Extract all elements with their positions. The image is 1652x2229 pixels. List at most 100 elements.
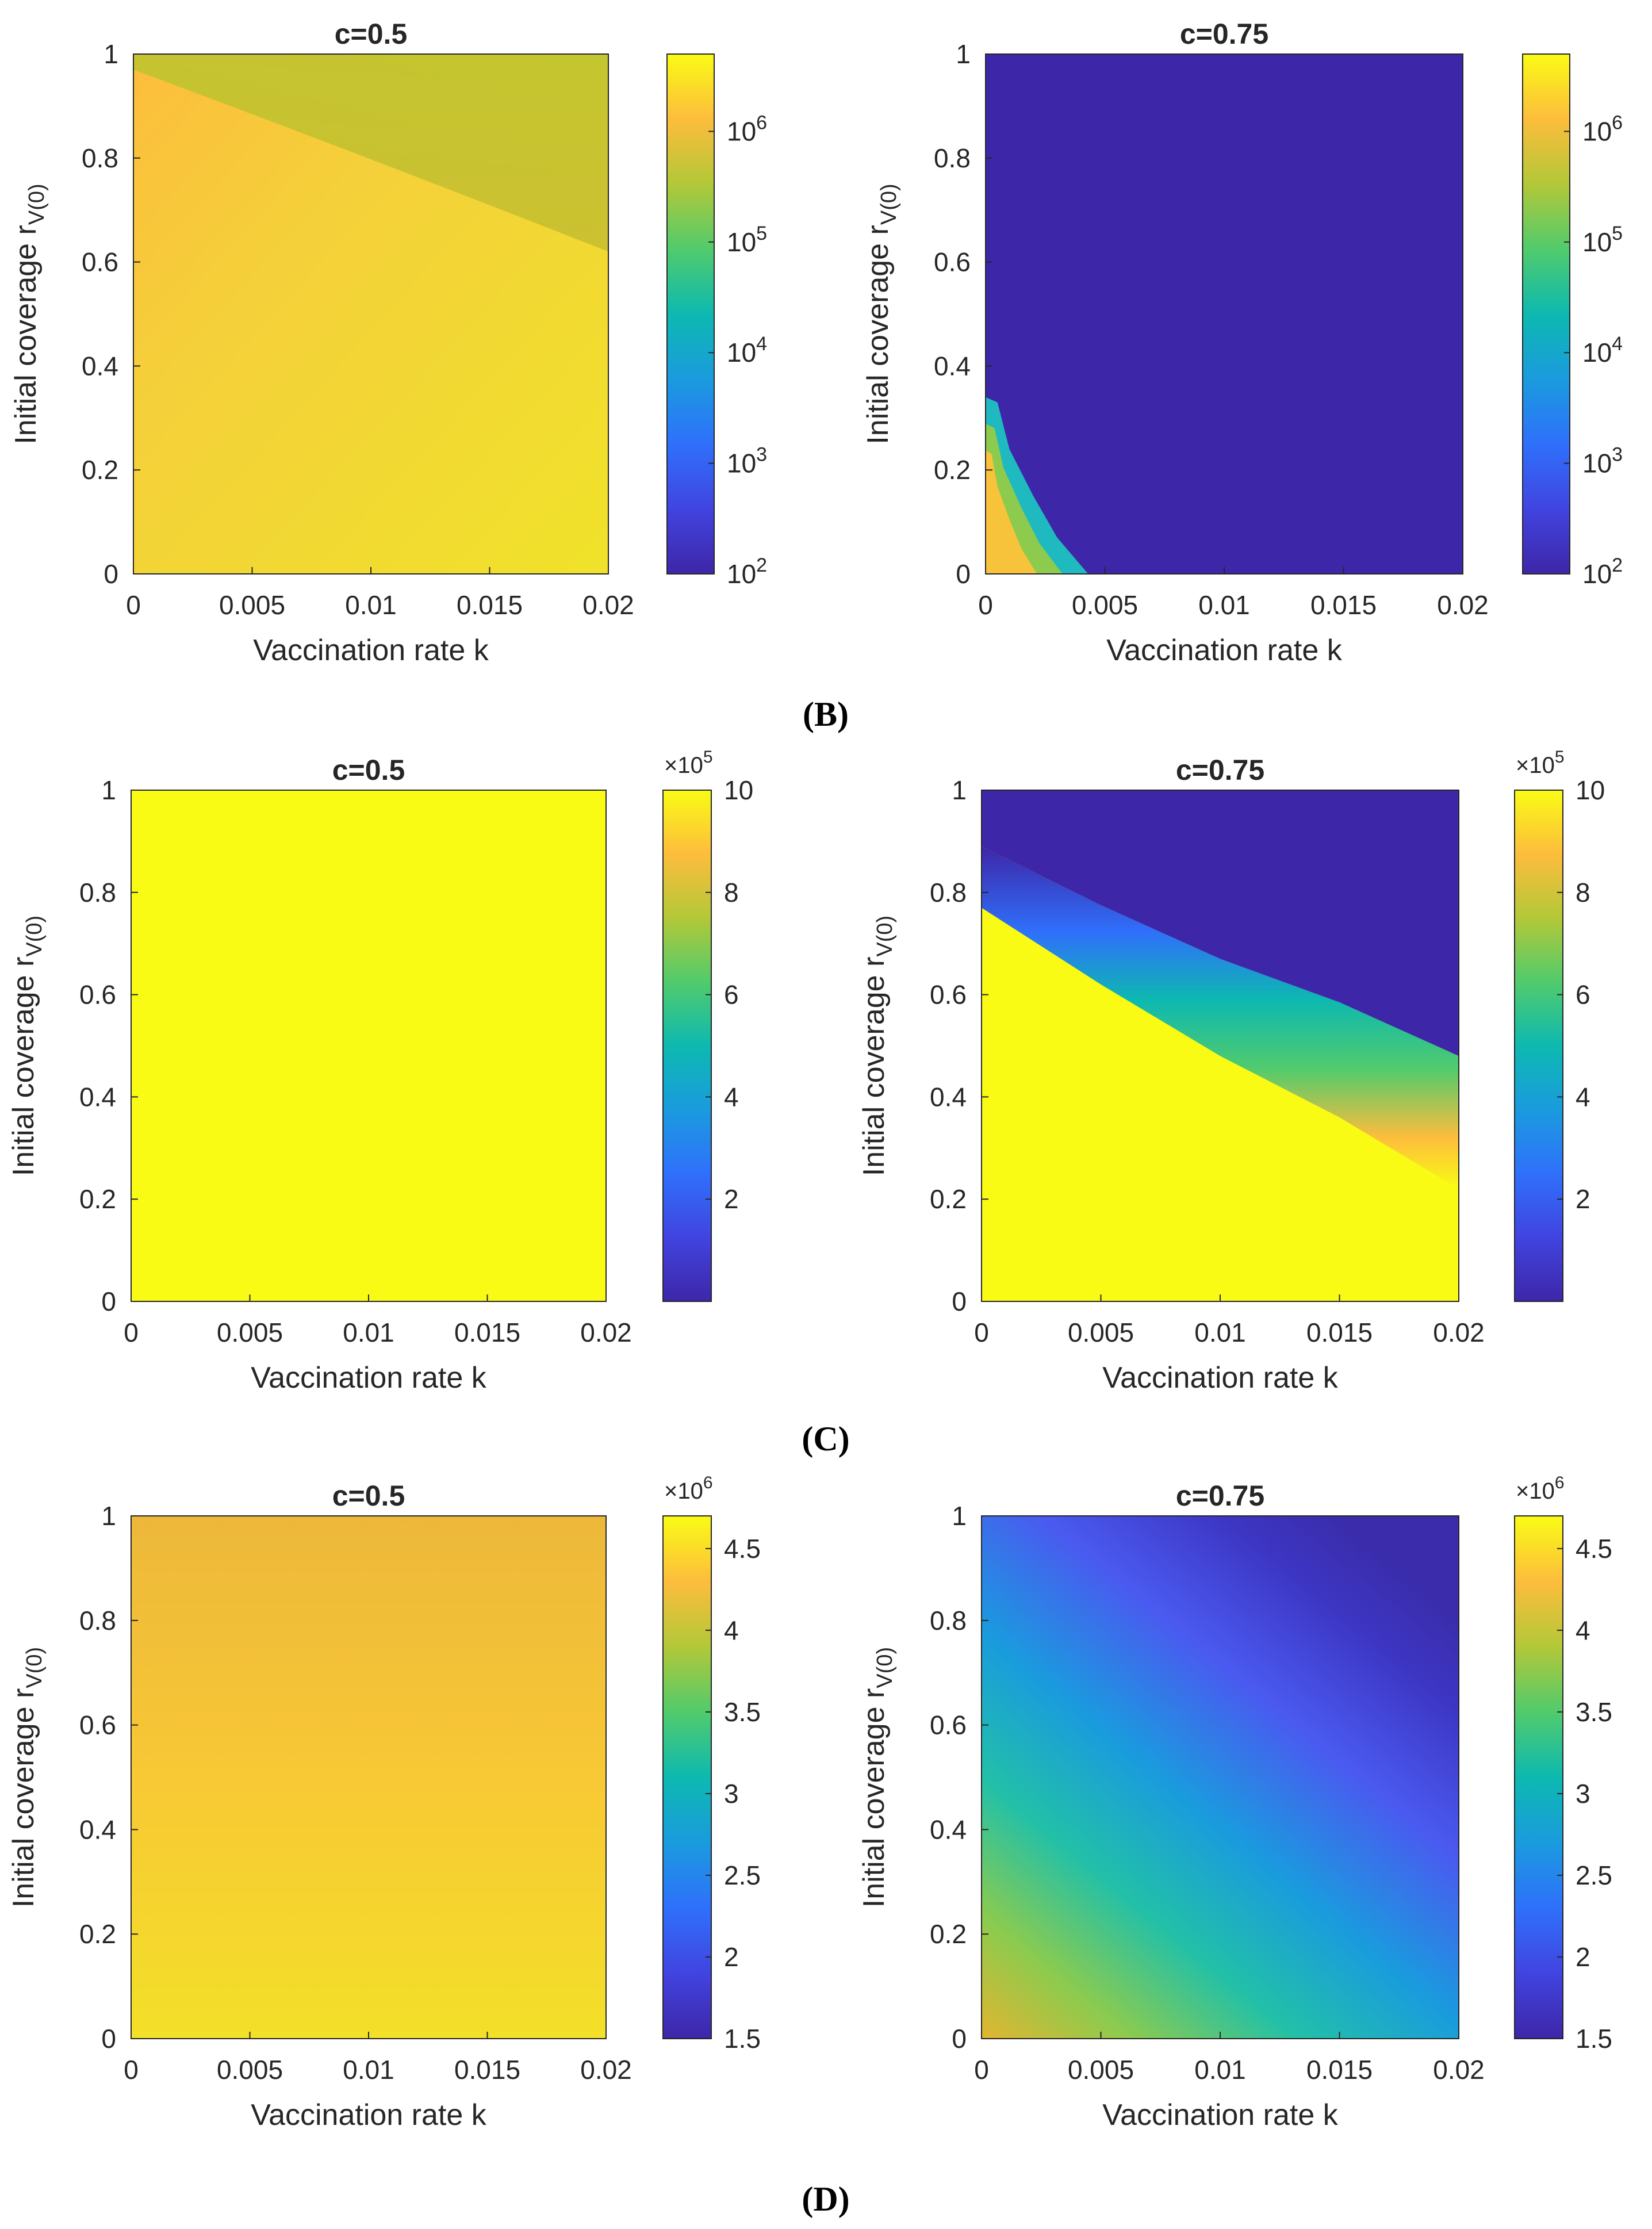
- chart-title: c=0.5: [332, 754, 405, 786]
- x-tick-label: 0.02: [580, 1318, 632, 1347]
- colorbar-tick-label: 105: [727, 223, 767, 257]
- colorbar-tick-label: 3.5: [724, 1697, 761, 1727]
- colorbar-tick-label: 3: [1576, 1779, 1590, 1809]
- y-tick-label: 0: [956, 559, 971, 589]
- x-tick-label: 0.005: [1068, 1318, 1134, 1347]
- colorbar-tick-label: 10: [1576, 775, 1605, 805]
- heatmap-field: [131, 790, 606, 1301]
- colorbar-tick-label: 2.5: [1576, 1860, 1612, 1890]
- x-tick-label: 0: [978, 590, 993, 620]
- x-tick-label: 0.02: [582, 590, 634, 620]
- colorbar-tick-label: 102: [1582, 554, 1623, 589]
- colorbar-tick-label: 102: [727, 554, 767, 589]
- heatmap-high-region: [986, 450, 1037, 574]
- colorbar-multiplier: ×105: [1516, 748, 1565, 778]
- y-tick-label: 0.4: [930, 1814, 967, 1844]
- colorbar-tick-label: 2: [724, 1184, 739, 1214]
- chart-title: c=0.75: [1180, 18, 1268, 50]
- y-tick-label: 1: [956, 39, 971, 69]
- colorbar-tick-label: 2: [1576, 1942, 1590, 1972]
- y-axis-label: Initial coverage rV(0): [857, 1647, 897, 1908]
- colorbar-multiplier: ×106: [1516, 1473, 1565, 1504]
- colorbar-gradient: [1515, 1516, 1563, 2039]
- y-tick-label: 1: [101, 775, 116, 805]
- y-tick-label: 0.4: [79, 1082, 116, 1112]
- x-tick-label: 0.015: [457, 590, 523, 620]
- colorbar-tick-label: 6: [1576, 980, 1590, 1010]
- y-tick-label: 0.2: [82, 455, 118, 485]
- colorbar-multiplier: ×106: [664, 1473, 713, 1504]
- plot-C-left: c=0.5 0 0.005 0.01 0.015 0.02 0 0.2 0.4 0.6 0.8 1 Va…: [7, 748, 753, 1395]
- colorbar-tick-label: 3.5: [1576, 1697, 1612, 1727]
- x-tick-label: 0.005: [217, 2055, 283, 2085]
- colorbar-multiplier: ×105: [664, 748, 713, 778]
- colorbar-tick-label: 2: [724, 1942, 739, 1972]
- x-tick-label: 0.01: [1198, 590, 1250, 620]
- y-tick-label: 0: [952, 2024, 967, 2054]
- y-tick-label: 0.2: [930, 1184, 967, 1214]
- x-tick-label: 0: [124, 1318, 139, 1347]
- colorbar-frame: [662, 790, 712, 1302]
- colorbar-tick-label: 2.5: [724, 1860, 761, 1890]
- colorbar-frame: [1522, 53, 1570, 575]
- heatmap-transition-band: [982, 846, 1459, 1189]
- colorbar-tick-label: 4: [1576, 1082, 1590, 1112]
- colorbar-tick-label: 8: [724, 878, 739, 907]
- y-tick-label: 0.2: [930, 1919, 967, 1949]
- y-tick-label: 0: [101, 1286, 116, 1316]
- x-tick-label: 0.01: [343, 2055, 394, 2085]
- colorbar: 1.5 2 2.5 3 3.5 4 4.5 ×106: [1514, 1473, 1612, 2054]
- x-tick-label: 0: [974, 2055, 989, 2085]
- colorbar-frame: [1514, 1515, 1563, 2039]
- heatmap-field: [982, 1516, 1459, 2039]
- chart-title: c=0.5: [332, 1480, 405, 1512]
- y-axis-label: Initial coverage rV(0): [7, 1647, 47, 1908]
- x-axis-label: Vaccination rate k: [1102, 1361, 1338, 1395]
- x-axis-label: Vaccination rate k: [253, 634, 489, 667]
- y-tick-label: 0.8: [934, 143, 971, 173]
- heatmap-field: [986, 54, 1463, 574]
- plot-D-right: c=0.75 0 0.005 0.01 0.015 0.02 0 0.2 0.4 0.6 0.8 1 V…: [857, 1473, 1612, 2132]
- colorbar-tick-label: 106: [727, 112, 767, 146]
- y-tick-label: 0.4: [82, 351, 118, 381]
- x-tick-label: 0.015: [1306, 1318, 1373, 1347]
- chart-title: c=0.75: [1176, 754, 1264, 786]
- colorbar-tick-label: 103: [727, 444, 767, 478]
- y-axis-label: Initial coverage rV(0): [9, 183, 49, 444]
- panel-label-c: (C): [802, 1420, 849, 1458]
- colorbar-tick-label: 103: [1582, 444, 1623, 478]
- x-axis-label: Vaccination rate k: [1102, 2098, 1338, 2132]
- y-tick-label: 0.4: [930, 1082, 967, 1112]
- x-tick-label: 0.015: [454, 1318, 520, 1347]
- x-tick-label: 0.005: [1068, 2055, 1134, 2085]
- x-axis-label: Vaccination rate k: [251, 1361, 486, 1395]
- colorbar-tick-label: 4: [724, 1615, 739, 1645]
- x-tick-label: 0.02: [1433, 1318, 1485, 1347]
- y-tick-label: 0.6: [934, 247, 971, 277]
- y-tick-label: 0.8: [82, 143, 118, 173]
- y-tick-label: 0: [101, 2024, 116, 2054]
- x-tick-label: 0.01: [1194, 2055, 1246, 2085]
- colorbar-tick-label: 2: [1576, 1184, 1590, 1214]
- x-axis-label: Vaccination rate k: [1106, 634, 1342, 667]
- heatmap-low-region: [133, 54, 608, 252]
- colorbar-gradient: [667, 54, 714, 574]
- colorbar-tick-label: 4: [724, 1082, 739, 1112]
- x-tick-label: 0.01: [343, 1318, 394, 1347]
- colorbar-tick-label: 105: [1582, 223, 1623, 257]
- x-tick-label: 0.015: [1306, 2055, 1373, 2085]
- y-tick-label: 1: [952, 775, 967, 805]
- x-tick-label: 0.015: [1310, 590, 1377, 620]
- x-tick-label: 0.015: [454, 2055, 520, 2085]
- y-axis-label: Initial coverage rV(0): [861, 183, 901, 444]
- y-tick-label: 0.2: [934, 455, 971, 485]
- colorbar-tick-label: 3: [724, 1779, 739, 1809]
- y-tick-label: 0.6: [930, 980, 967, 1010]
- plot-D-left: c=0.5 0 0.005 0.01 0.015 0.02 0 0.2 0.4 0.6 0.8 1 Va…: [7, 1473, 761, 2132]
- plot-B-right: c=0.75 0 0.005 0.01 0.015 0.02 0 0.2 0.4 0.6 0.8 1 V…: [861, 18, 1623, 667]
- colorbar-gradient: [1515, 790, 1563, 1301]
- y-axis-label: Initial coverage rV(0): [7, 916, 47, 1176]
- y-tick-label: 0.6: [930, 1710, 967, 1740]
- x-tick-label: 0.005: [219, 590, 285, 620]
